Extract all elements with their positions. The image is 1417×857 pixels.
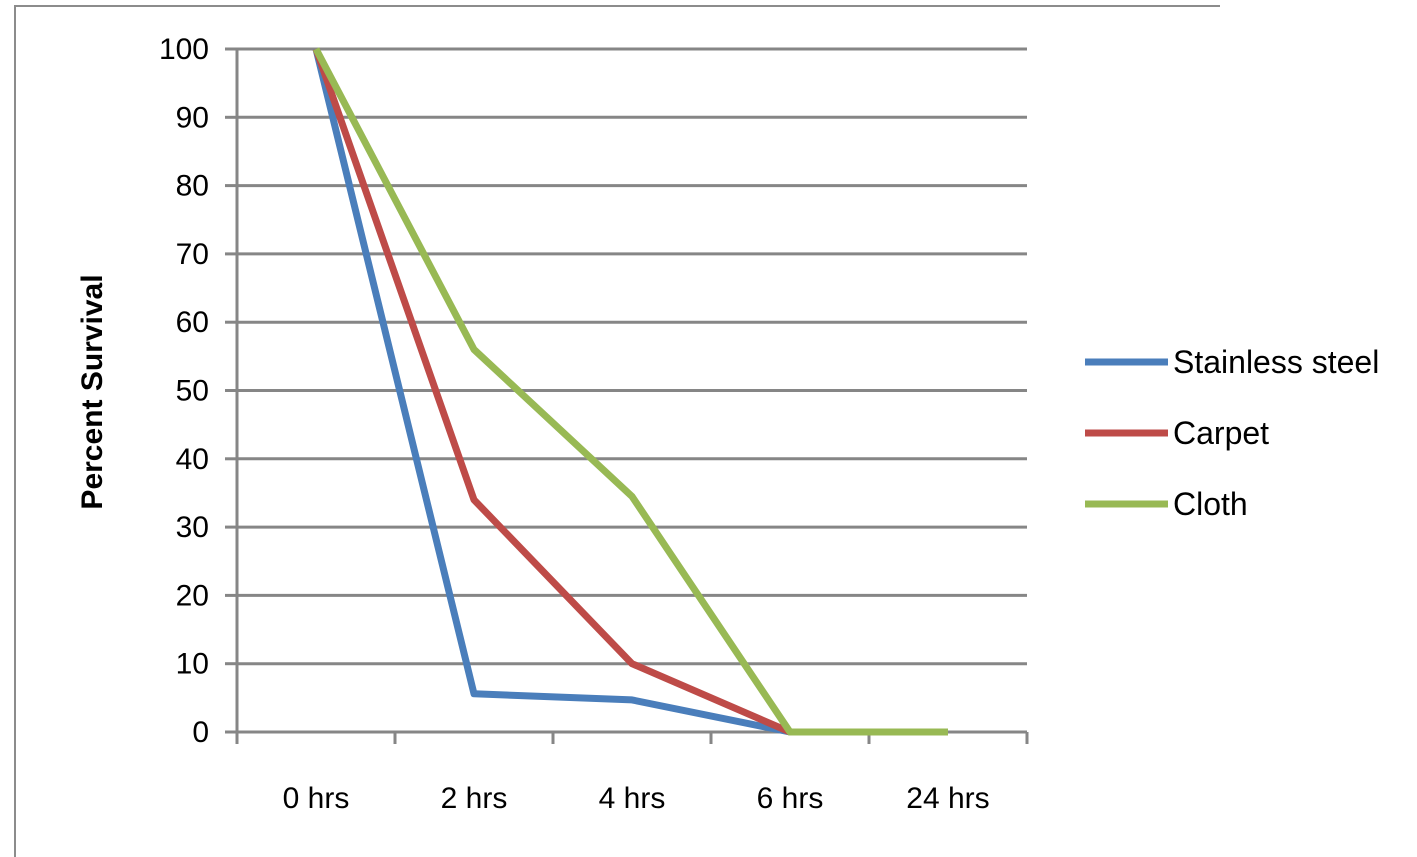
frame-border-left (14, 5, 16, 857)
legend-label: Stainless steel (1173, 344, 1379, 380)
legend-label: Carpet (1173, 415, 1269, 451)
legend: Stainless steel Carpet Cloth (1085, 344, 1379, 522)
series-lines (312, 47, 948, 736)
y-tick-label: 10 (176, 648, 209, 681)
gridlines (237, 47, 1027, 666)
x-tick-label: 6 hrs (757, 782, 824, 815)
y-tick-labels: 0 10 20 30 40 50 60 70 80 90 100 (159, 33, 209, 749)
y-tick-label: 90 (176, 101, 209, 134)
y-tick-label: 40 (176, 443, 209, 476)
axes (225, 47, 1029, 744)
x-tick-label: 4 hrs (599, 782, 666, 815)
y-tick-label: 60 (176, 306, 209, 339)
y-tick-label: 50 (176, 375, 209, 408)
series-line (312, 47, 948, 736)
frame-border-top (14, 5, 1220, 7)
x-tick-label: 0 hrs (283, 782, 350, 815)
y-tick-label: 80 (176, 170, 209, 203)
legend-label: Cloth (1173, 486, 1248, 522)
x-tick-label: 2 hrs (441, 782, 508, 815)
y-tick-label: 70 (176, 238, 209, 271)
y-tick-label: 100 (159, 33, 209, 66)
y-tick-label: 20 (176, 579, 209, 612)
y-axis-title: Percent Survival (76, 274, 109, 509)
y-tick-label: 0 (192, 716, 209, 749)
x-tick-labels: 0 hrs 2 hrs 4 hrs 6 hrs 24 hrs (283, 782, 990, 815)
x-tick-label: 24 hrs (906, 782, 989, 815)
y-tick-label: 30 (176, 511, 209, 544)
